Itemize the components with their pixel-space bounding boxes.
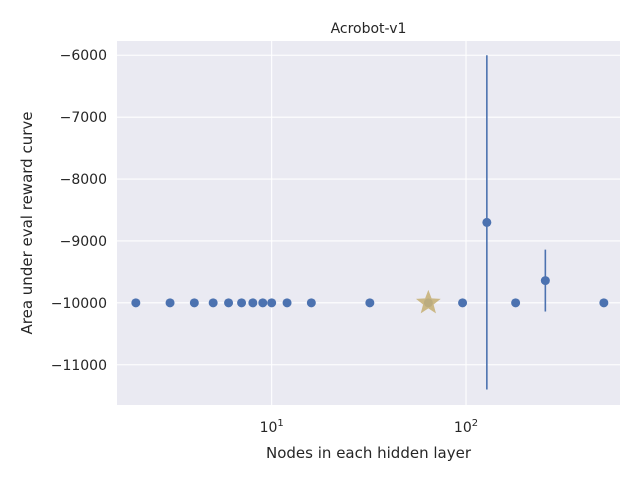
chart-title: Acrobot-v1 — [331, 21, 407, 37]
data-point — [131, 298, 141, 308]
data-point — [189, 298, 199, 308]
data-point — [599, 298, 609, 308]
data-point — [248, 298, 258, 308]
y-tick-label: −10000 — [51, 296, 107, 312]
data-point — [540, 276, 550, 286]
plot-background — [117, 41, 620, 405]
x-tick-label: 101 — [260, 418, 284, 436]
data-point — [208, 298, 218, 308]
data-point — [165, 298, 175, 308]
data-point — [282, 298, 292, 308]
x-axis-label: Nodes in each hidden layer — [266, 444, 472, 462]
data-point — [482, 217, 492, 227]
data-point — [511, 298, 521, 308]
data-points — [131, 217, 609, 314]
data-point — [365, 298, 375, 308]
data-point — [224, 298, 234, 308]
data-point — [267, 298, 277, 308]
tick-labels: −11000 −10000 −9000 −8000 −7000 −6000 101 102 — [51, 48, 478, 436]
highlight-star-marker — [415, 289, 441, 314]
data-point — [306, 298, 316, 308]
x-tick-label: 102 — [454, 418, 478, 436]
y-tick-label: −9000 — [60, 234, 107, 250]
y-tick-label: −6000 — [60, 48, 107, 64]
y-axis-label: Area under eval reward curve — [18, 112, 36, 335]
data-point — [237, 298, 247, 308]
data-point — [258, 298, 268, 308]
grid — [117, 41, 620, 405]
y-tick-label: −7000 — [60, 110, 107, 126]
y-tick-label: −8000 — [60, 172, 107, 188]
data-point — [458, 298, 468, 308]
y-tick-label: −11000 — [51, 358, 107, 374]
